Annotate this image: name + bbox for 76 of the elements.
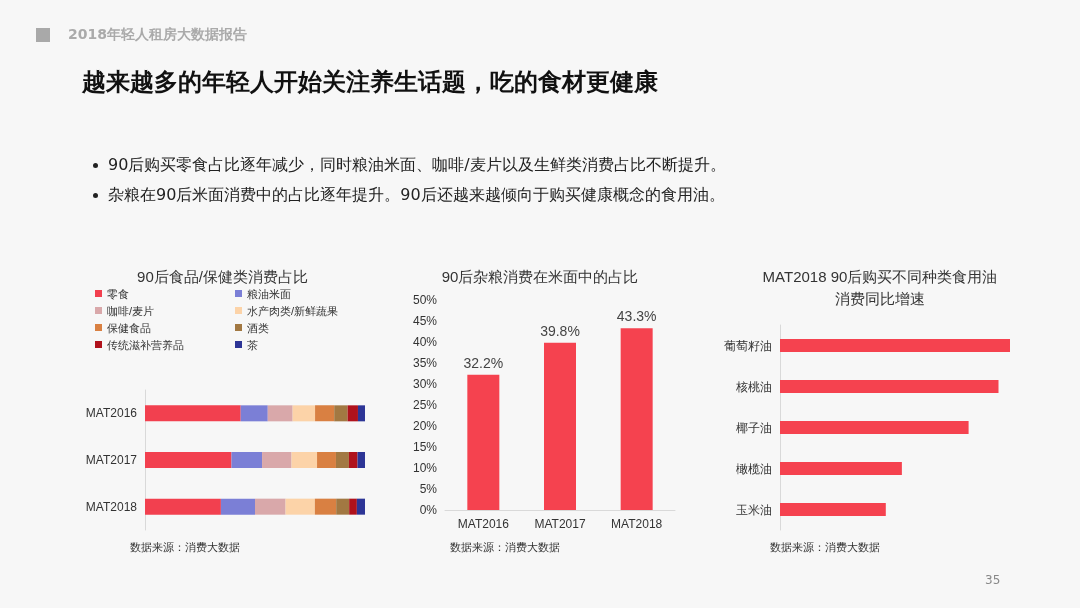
y-tick-label: 40%	[412, 335, 438, 349]
legend-label: 传统滋补营养品	[107, 338, 184, 351]
y-tick-label: 20%	[412, 419, 438, 433]
bar	[780, 503, 886, 516]
data-label: 43.3%	[616, 308, 657, 325]
y-tick-label: 0%	[419, 503, 438, 517]
source-note: 数据来源：消费大数据	[770, 540, 880, 555]
y-tick-label: 30%	[412, 377, 438, 391]
bar	[347, 405, 358, 422]
y-tick-label: 10%	[412, 461, 438, 475]
bar	[231, 452, 263, 468]
bar	[292, 405, 316, 422]
legend-label: 保健食品	[107, 321, 151, 334]
bar	[349, 498, 357, 515]
y-tick-label: 玉米油	[736, 502, 772, 517]
bar	[336, 498, 350, 515]
y-tick-label: 45%	[412, 314, 438, 328]
chart-title: 90后杂粮消费在米面中的占比	[441, 267, 639, 285]
bar	[255, 498, 286, 515]
y-tick-label: 25%	[412, 398, 438, 412]
bar	[780, 462, 902, 475]
chart-title: 90后食品/保健类消费占比	[137, 267, 308, 285]
bar	[240, 405, 268, 422]
bar	[315, 405, 335, 422]
legend-label: 零食	[107, 287, 129, 300]
y-tick-label: 15%	[412, 440, 438, 454]
bar	[357, 452, 365, 468]
bar	[348, 452, 358, 468]
source-note: 数据来源：消费大数据	[130, 540, 240, 555]
bar	[780, 421, 969, 434]
bar	[357, 405, 365, 422]
bar	[220, 498, 255, 515]
bar	[291, 452, 318, 468]
y-tick-label: 橄榄油	[736, 461, 772, 476]
legend-label: 水产肉类/新鲜蔬果	[247, 304, 339, 317]
bar	[145, 498, 221, 515]
bar	[285, 498, 315, 515]
legend-label: 茶	[247, 338, 258, 351]
bar	[334, 405, 348, 422]
bar	[262, 452, 292, 468]
chart-title: MAT2018 90后购买不同种类食用油消费同比增速	[762, 267, 998, 307]
y-tick-label: MAT2018	[85, 499, 138, 514]
legend-label: 粮油米面	[247, 287, 291, 300]
bar	[314, 498, 337, 515]
text: 90后购买零食占比逐年减少，同时粮油米面、咖啡/麦片以及生鲜类消费占比不断提升。	[108, 155, 726, 176]
y-tick-label: 5%	[419, 482, 438, 496]
y-tick-label: MAT2017	[85, 453, 138, 467]
bar	[620, 328, 653, 510]
data-label: 39.8%	[540, 322, 580, 339]
text: 杂粮在90后米面消费中的占比逐年提升。90后还越来越倾向于购买健康概念的食用油。	[108, 185, 725, 206]
x-tick-label: MAT2016	[457, 517, 510, 531]
legend-label: 咖啡/麦片	[107, 304, 155, 317]
text: 越来越多的年轻人开始关注养生话题，吃的食材更健康	[82, 67, 658, 98]
text: 35	[985, 573, 1001, 587]
y-tick-label: 核桃油	[735, 379, 772, 394]
x-tick-label: MAT2017	[534, 517, 586, 531]
legend-label: 酒类	[247, 321, 269, 334]
x-tick-label: MAT2018	[611, 517, 663, 531]
source-note: 数据来源：消费大数据	[450, 540, 560, 555]
bar	[335, 452, 349, 468]
y-tick-label: 35%	[412, 356, 438, 370]
data-label: 32.2%	[463, 354, 504, 371]
text: 2018年轻人租房大数据报告	[68, 26, 247, 44]
bar	[467, 374, 500, 510]
bar	[544, 342, 576, 510]
bar	[145, 405, 241, 422]
bar	[317, 452, 336, 468]
y-tick-label: 椰子油	[736, 420, 772, 435]
y-tick-label: 50%	[412, 293, 438, 307]
y-tick-label: MAT2016	[85, 406, 138, 421]
bar	[267, 405, 293, 422]
bar	[780, 339, 1010, 352]
bar	[780, 380, 999, 393]
bar	[145, 452, 232, 468]
bar	[356, 498, 365, 515]
y-tick-label: 葡萄籽油	[724, 338, 772, 353]
